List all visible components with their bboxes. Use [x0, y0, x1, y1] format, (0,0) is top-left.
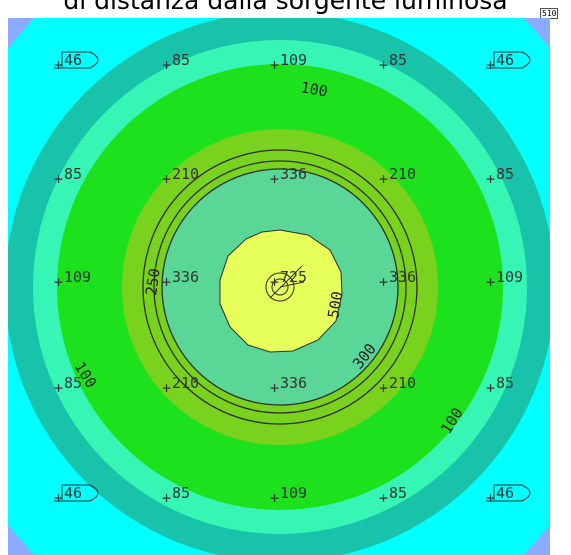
source-marker	[265, 265, 305, 302]
contour-label: 500	[324, 290, 346, 320]
grid-point-marker: +	[270, 170, 279, 188]
isolux-plot: 100 250 300 500 100 100 +46 +85 +109 +85 +46…	[8, 18, 550, 555]
grid-point: +109	[270, 51, 307, 74]
grid-point-value: 85	[389, 484, 407, 502]
grid-point: +109	[486, 268, 523, 291]
grid-point: +725	[270, 268, 307, 291]
grid-point-marker: +	[162, 379, 171, 397]
grid-point-outline	[486, 51, 531, 69]
grid-point-value: 336	[389, 268, 416, 286]
grid-point: +46	[54, 484, 99, 507]
corner-top-left	[8, 18, 34, 48]
grid-point-value: 85	[496, 374, 514, 392]
grid-point: +85	[162, 51, 190, 74]
grid-point-value: 210	[172, 165, 199, 183]
grid-point-value: 210	[389, 374, 416, 392]
grid-point-value: 85	[64, 165, 82, 183]
grid-point-marker: +	[379, 273, 388, 291]
grid-point-value: 46	[496, 484, 514, 502]
grid-point: +336	[162, 268, 199, 291]
grid-point-outline	[54, 51, 99, 69]
contour-label: 100	[299, 78, 329, 100]
grid-point-marker: +	[54, 379, 63, 397]
contour-line-1	[142, 149, 418, 425]
grid-point-marker: +	[379, 56, 388, 74]
grid-point: +85	[379, 484, 407, 507]
grid-point-marker: +	[379, 170, 388, 188]
grid-point-marker: +	[486, 56, 495, 74]
grid-point-value: 46	[64, 51, 82, 69]
corner-bottom-right	[524, 525, 550, 555]
grid-point-marker: +	[270, 489, 279, 507]
grid-point-value: 336	[280, 374, 307, 392]
corner-bottom-left	[8, 525, 34, 555]
grid-point-value: 85	[64, 374, 82, 392]
contour-label: 250	[142, 267, 164, 296]
grid-point-value: 109	[280, 51, 307, 69]
grid-point: +210	[379, 374, 416, 397]
grid-point-marker: +	[162, 273, 171, 291]
grid-point-marker: +	[54, 56, 63, 74]
grid-point-value: 85	[496, 165, 514, 183]
grid-point-value: 85	[172, 51, 190, 69]
grid-point-marker: +	[54, 273, 63, 291]
grid-point: +109	[54, 268, 91, 291]
corner-top-right	[524, 18, 550, 48]
grid-point: +336	[270, 374, 307, 397]
figure-title: di distanza dalla sorgente luminosa	[63, 0, 508, 15]
grid-point-value: 109	[496, 268, 523, 286]
grid-point-value: 85	[172, 484, 190, 502]
grid-point-marker: +	[54, 489, 63, 507]
grid-point-marker: +	[270, 56, 279, 74]
grid-point-marker: +	[486, 273, 495, 291]
contour-line-2	[153, 160, 407, 414]
grid-point: +336	[270, 165, 307, 188]
grid-point: +210	[162, 374, 199, 397]
grid-point-marker: +	[162, 170, 171, 188]
grid-point: +85	[54, 165, 82, 188]
grid-point: +336	[379, 268, 416, 291]
grid-point-marker: +	[486, 379, 495, 397]
grid-point: +85	[486, 374, 514, 397]
grid-point-marker: +	[486, 170, 495, 188]
grid-point-value: 109	[64, 268, 91, 286]
grid-point-marker: +	[270, 273, 279, 291]
grid-point-marker: +	[270, 379, 279, 397]
grid-point: +210	[379, 165, 416, 188]
grid-point-value: 210	[172, 374, 199, 392]
grid-point-outline	[486, 484, 531, 502]
grid-point-value: 46	[64, 484, 82, 502]
grid-point-marker: +	[486, 489, 495, 507]
grid-markers: +46 +85 +109 +85 +46+ 85 +210 +336 +210 +85+ 109 +3…	[54, 51, 531, 507]
grid-point: +109	[270, 484, 307, 507]
grid-point-value: 336	[172, 268, 199, 286]
grid-point-value: 46	[496, 51, 514, 69]
grid-point-marker: +	[162, 489, 171, 507]
grid-point-value: 109	[280, 484, 307, 502]
grid-point: +210	[162, 165, 199, 188]
grid-point-value: 85	[389, 51, 407, 69]
grid-point: +46	[54, 51, 99, 74]
grid-point-outline	[54, 484, 99, 502]
band-yellow	[219, 229, 343, 353]
grid-point: +85	[379, 51, 407, 74]
grid-point-marker: +	[54, 170, 63, 188]
grid-point-marker: +	[379, 379, 388, 397]
grid-point-value: 336	[280, 165, 307, 183]
grid-point: +46	[486, 51, 531, 74]
grid-point: +46	[486, 484, 531, 507]
grid-point-marker: +	[379, 489, 388, 507]
grid-point: +85	[162, 484, 190, 507]
grid-point-marker: +	[162, 56, 171, 74]
grid-point: +85	[486, 165, 514, 188]
grid-point-value: 725	[280, 268, 307, 286]
grid-point: +85	[54, 374, 82, 397]
grid-point-value: 210	[389, 165, 416, 183]
